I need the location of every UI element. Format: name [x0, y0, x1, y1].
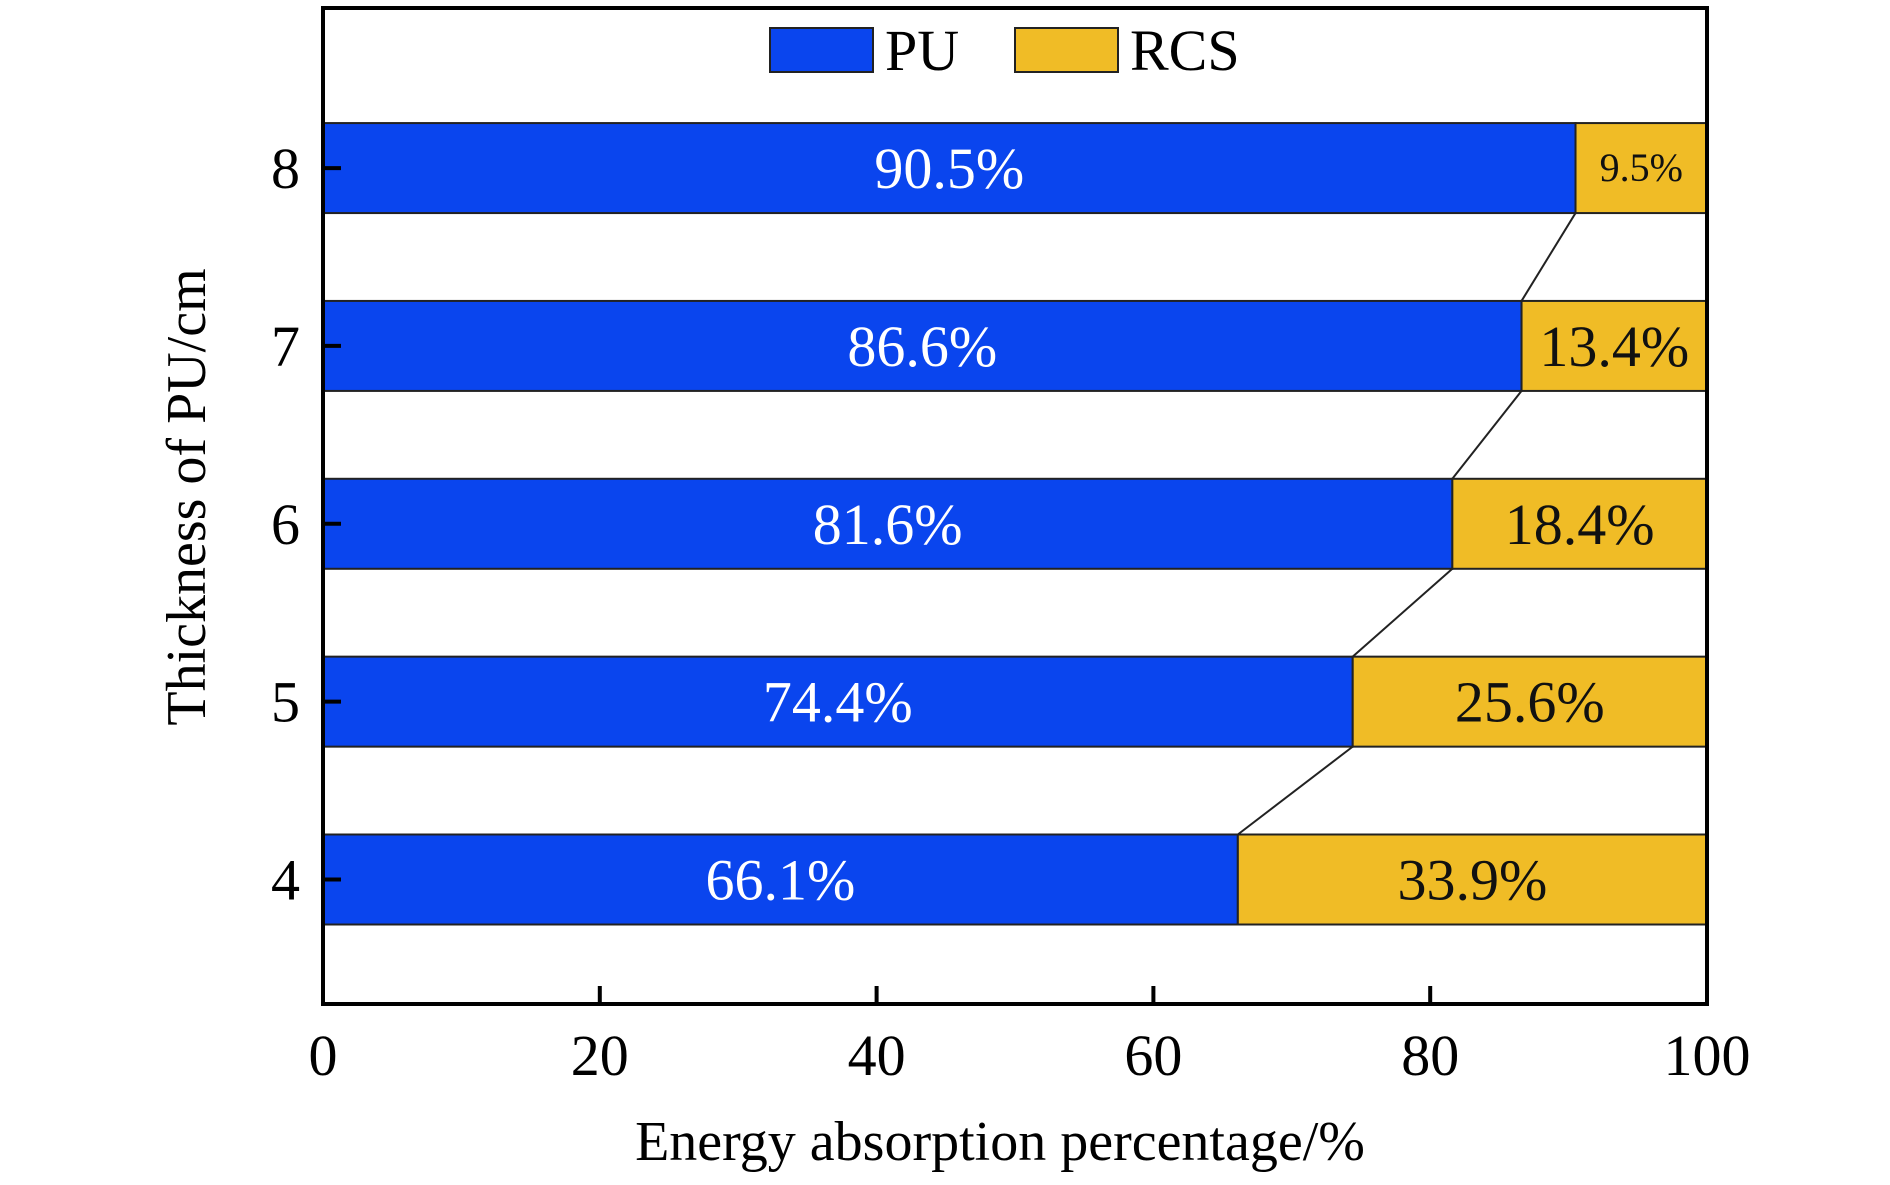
- legend-swatch-rcs: [1014, 27, 1119, 73]
- x-tick-label-0: 0: [309, 1023, 338, 1088]
- bar-rcs-8: [1574, 122, 1709, 215]
- data-label-pu-7: 86.6%: [847, 314, 997, 379]
- axes-layer: 0 20 40 60 80 100 4 5 6 7 8: [271, 6, 1751, 1088]
- y-tick-label-7: 7: [271, 314, 300, 379]
- bar-rcs-6: [1451, 477, 1708, 570]
- connectors-layer: [1237, 212, 1577, 836]
- x-tick-label-80: 80: [1401, 1023, 1459, 1088]
- plot-frame: [321, 6, 1709, 1006]
- y-tick-label-4: 4: [271, 848, 300, 913]
- x-tick-label-100: 100: [1664, 1023, 1751, 1088]
- legend-label-pu: PU: [885, 18, 959, 83]
- data-label-rcs-4: 33.9%: [1397, 848, 1547, 913]
- connector-line-7-8: [1520, 212, 1577, 302]
- y-axis-title: Thickness of PU/cm: [156, 268, 218, 725]
- bar-rcs-7: [1520, 299, 1708, 392]
- data-label-pu-8: 90.5%: [874, 136, 1024, 201]
- data-label-rcs-7: 13.4%: [1539, 314, 1689, 379]
- bar-pu-6: [322, 477, 1454, 570]
- data-label-pu-6: 81.6%: [813, 492, 963, 557]
- data-label-rcs-8: 9.5%: [1600, 145, 1683, 190]
- connector-line-6-7: [1451, 390, 1523, 480]
- x-tick-label-20: 20: [571, 1023, 629, 1088]
- y-tick-label-8: 8: [271, 136, 300, 201]
- connector-line-5-6: [1352, 568, 1454, 658]
- data-label-pu-5: 74.4%: [763, 670, 913, 735]
- y-tick-label-5: 5: [271, 670, 300, 735]
- connector-line-4-5: [1237, 745, 1354, 836]
- data-label-rcs-6: 18.4%: [1505, 492, 1655, 557]
- x-tick-label-40: 40: [848, 1023, 906, 1088]
- bar-pu-7: [322, 299, 1523, 392]
- bar-rcs-4: [1236, 833, 1708, 926]
- data-label-pu-4: 66.1%: [705, 848, 855, 913]
- legend-swatch-pu: [769, 27, 874, 73]
- bar-rcs-5: [1351, 655, 1709, 748]
- legend-label-rcs: RCS: [1130, 18, 1240, 83]
- bar-pu-5: [322, 655, 1354, 748]
- x-tick-label-60: 60: [1124, 1023, 1182, 1088]
- x-axis-title: Energy absorption percentage/%: [635, 1111, 1365, 1173]
- legend: PU RCS: [769, 18, 1240, 83]
- data-label-rcs-5: 25.6%: [1455, 670, 1605, 735]
- bars-layer: [322, 122, 1709, 926]
- bar-pu-4: [322, 833, 1239, 926]
- labels-layer: 66.1% 33.9% 74.4% 25.6% 81.6% 18.4% 86.6% 13.4%…: [705, 136, 1689, 912]
- y-tick-label-6: 6: [271, 492, 300, 557]
